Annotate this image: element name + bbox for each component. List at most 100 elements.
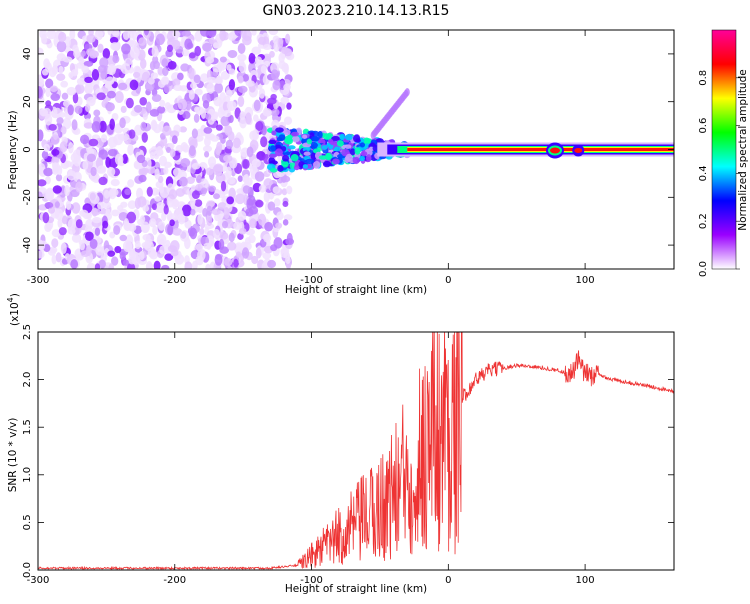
noise-cell [173, 84, 183, 92]
noise-cell [80, 50, 86, 57]
noise-cell [99, 57, 109, 68]
noise-cell [212, 42, 219, 49]
transition-cell [358, 155, 365, 162]
transition-cell [278, 134, 286, 141]
noise-cell [202, 145, 213, 153]
noise-cell [156, 145, 163, 157]
noise-cell [91, 68, 100, 81]
noise-cell [110, 42, 120, 51]
colorbar-tick-label: 0.6 [698, 118, 709, 134]
noise-cell [228, 232, 235, 243]
noise-cell [105, 76, 115, 86]
noise-cell [205, 167, 214, 176]
noise-cell [227, 32, 237, 41]
noise-cell [213, 164, 223, 176]
y-tick-label: -40 [22, 237, 33, 253]
noise-cell [109, 118, 116, 131]
transition-cell [332, 158, 340, 165]
noise-cell [133, 71, 141, 79]
noise-cell [43, 244, 51, 253]
noise-cell [262, 108, 272, 117]
noise-cell [139, 215, 146, 224]
transition-cell [282, 154, 290, 162]
noise-cell [105, 156, 111, 168]
noise-cell [180, 142, 188, 152]
noise-cell [119, 252, 126, 260]
noise-cell [51, 148, 60, 156]
y-tick-label: -20 [22, 189, 33, 205]
noise-cell [68, 71, 74, 79]
transition-cell [283, 129, 291, 136]
transition-cell [336, 140, 344, 147]
noise-cell [237, 75, 244, 84]
noise-cell [101, 201, 112, 209]
noise-cell [142, 205, 150, 212]
noise-cell [154, 195, 162, 202]
noise-cell [175, 187, 186, 197]
noise-cell [251, 30, 257, 36]
snr-panel: -300 -200 -100 0 100 0.0 0.5 1.0 1.5 2.0 2.5 Heig… [6, 293, 675, 595]
noise-cell [282, 200, 289, 208]
noise-cell [227, 177, 236, 185]
noise-cell [221, 220, 229, 229]
noise-cell [144, 157, 152, 170]
noise-cell [58, 227, 67, 236]
spectrogram-x-ticks: -300 -200 -100 0 100 [27, 30, 595, 286]
noise-cell [54, 201, 60, 208]
noise-cell [138, 174, 147, 183]
noise-cell [136, 154, 146, 164]
snr-multiplier-exponent: 4 [6, 297, 15, 302]
signal-core [407, 148, 674, 151]
transition-cell [345, 153, 353, 162]
colorbar-tick-label: 0.4 [698, 165, 709, 181]
transition-cell [322, 160, 332, 168]
noise-cell [168, 189, 178, 200]
noise-cell [84, 83, 93, 95]
noise-cell [117, 205, 124, 212]
snr-series-line [38, 332, 674, 570]
noise-cell [203, 242, 212, 250]
noise-cell [188, 52, 196, 59]
noise-cell [270, 69, 279, 81]
noise-cell [214, 75, 223, 85]
noise-cell [189, 82, 197, 89]
noise-cell [191, 162, 201, 170]
noise-cell [139, 97, 148, 106]
signal-bulge [574, 148, 583, 153]
noise-cell [280, 96, 290, 105]
noise-cell [76, 96, 83, 106]
noise-cell [60, 126, 67, 135]
noise-cell [62, 100, 71, 108]
noise-cell [238, 227, 247, 235]
transition-cell [306, 163, 312, 169]
noise-cell [285, 33, 291, 44]
noise-cell [82, 160, 89, 170]
spectrogram-y-ticks: -40 -20 0 20 40 [22, 48, 674, 253]
transition-cell [275, 148, 283, 157]
noise-cell [100, 70, 108, 80]
noise-cell [219, 30, 227, 42]
noise-cell [188, 90, 195, 100]
noise-cell [283, 116, 293, 125]
y-tick-label: 20 [22, 95, 33, 108]
transition-cell [344, 134, 353, 141]
noise-cell [114, 245, 122, 254]
noise-cell [78, 57, 85, 65]
noise-cell [245, 112, 252, 125]
noise-cell [146, 262, 154, 269]
noise-cell [150, 72, 159, 79]
noise-cell [140, 221, 150, 234]
noise-cell [109, 231, 116, 239]
noise-cell [85, 219, 95, 229]
noise-cell [151, 45, 159, 58]
noise-cell [213, 82, 224, 94]
noise-cell [129, 79, 139, 91]
noise-cell [67, 104, 74, 116]
noise-cell [110, 30, 120, 36]
noise-cell [253, 114, 259, 122]
noise-cell [107, 250, 116, 257]
noise-cell [56, 117, 64, 125]
noise-cell [167, 224, 174, 236]
noise-cell [220, 115, 231, 127]
